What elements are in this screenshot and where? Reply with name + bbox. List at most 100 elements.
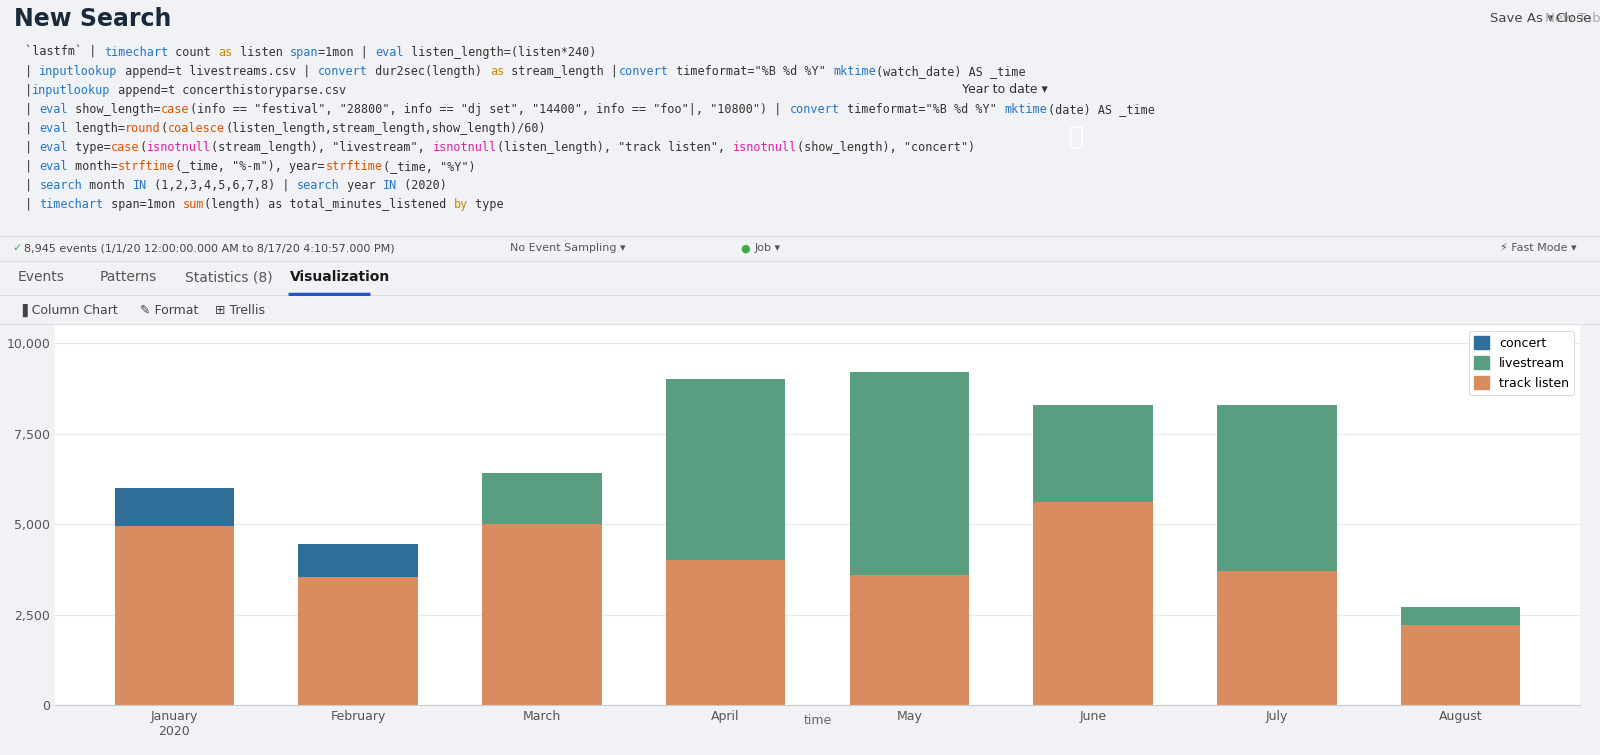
Text: |: | <box>18 122 40 135</box>
Text: (watch_date) AS _time: (watch_date) AS _time <box>877 65 1026 78</box>
Text: (listen_length), "track listen",: (listen_length), "track listen", <box>498 141 733 154</box>
Text: as: as <box>490 65 504 78</box>
Bar <box>482 524 602 705</box>
Text: mktime: mktime <box>1005 103 1048 116</box>
Bar <box>299 577 418 705</box>
Text: |: | <box>18 160 40 173</box>
Bar <box>299 544 418 577</box>
Text: (2020): (2020) <box>397 179 446 192</box>
Text: timeformat="%B %d %Y": timeformat="%B %d %Y" <box>840 103 1005 116</box>
Text: New Table: New Table <box>1546 13 1600 26</box>
Bar <box>115 488 234 525</box>
Text: count: count <box>168 46 218 59</box>
Text: type: type <box>469 198 504 211</box>
Text: eval: eval <box>40 141 67 154</box>
Text: as: as <box>218 46 232 59</box>
Text: Statistics (8): Statistics (8) <box>186 270 272 285</box>
Bar <box>115 525 234 705</box>
Text: (date) AS _time: (date) AS _time <box>1048 103 1155 116</box>
Bar <box>1034 502 1154 705</box>
Text: IN: IN <box>382 179 397 192</box>
Text: |: | <box>18 84 32 97</box>
Text: length=: length= <box>69 122 125 135</box>
Text: year: year <box>339 179 382 192</box>
Text: case: case <box>110 141 139 154</box>
Legend: concert, livestream, track listen: concert, livestream, track listen <box>1469 331 1574 395</box>
Text: listen_length=(listen*240): listen_length=(listen*240) <box>405 46 597 59</box>
Text: eval: eval <box>40 122 67 135</box>
Text: strftime: strftime <box>325 160 382 173</box>
Text: eval: eval <box>40 103 67 116</box>
Text: append=t concerthistoryparse.csv: append=t concerthistoryparse.csv <box>110 84 346 97</box>
Bar <box>1218 571 1336 705</box>
Text: |: | <box>18 65 40 78</box>
Text: New Search: New Search <box>14 7 171 31</box>
Text: =1mon |: =1mon | <box>318 46 376 59</box>
Text: |: | <box>18 179 40 192</box>
Text: ⚡ Fast Mode ▾: ⚡ Fast Mode ▾ <box>1501 244 1576 254</box>
Text: eval: eval <box>40 160 67 173</box>
Text: Events: Events <box>18 270 66 285</box>
Bar <box>850 575 970 705</box>
Text: |: | <box>18 141 40 154</box>
Text: month=: month= <box>69 160 118 173</box>
Text: type=: type= <box>69 141 110 154</box>
Text: isnotnull: isnotnull <box>147 141 211 154</box>
Text: Save As ▾: Save As ▾ <box>1490 13 1554 26</box>
Text: (stream_length), "livestream",: (stream_length), "livestream", <box>211 141 432 154</box>
Text: convert: convert <box>790 103 840 116</box>
Text: search: search <box>40 179 82 192</box>
Text: by: by <box>454 198 469 211</box>
Text: (listen_length,stream_length,show_length)/60): (listen_length,stream_length,show_length… <box>226 122 546 135</box>
Text: append=t livestreams.csv |: append=t livestreams.csv | <box>118 65 317 78</box>
Text: ▐ Column Chart: ▐ Column Chart <box>18 304 118 317</box>
Text: Visualization: Visualization <box>290 270 390 285</box>
Text: strftime: strftime <box>118 160 174 173</box>
Text: ✎ Format: ✎ Format <box>141 304 198 317</box>
Text: span: span <box>290 46 318 59</box>
Text: ⊞ Trellis: ⊞ Trellis <box>214 304 266 317</box>
Text: isnotnull: isnotnull <box>432 141 498 154</box>
Text: isnotnull: isnotnull <box>733 141 797 154</box>
Text: search: search <box>298 179 339 192</box>
Bar <box>482 473 602 524</box>
Text: eval: eval <box>376 46 403 59</box>
Bar <box>1402 607 1520 625</box>
Text: timechart: timechart <box>104 46 168 59</box>
Text: show_length=: show_length= <box>69 103 160 116</box>
Text: Close: Close <box>1555 13 1592 26</box>
Text: inputlookup: inputlookup <box>40 65 118 78</box>
Text: dur2sec(length): dur2sec(length) <box>368 65 490 78</box>
Text: ✓: ✓ <box>13 244 21 254</box>
Text: convert: convert <box>619 65 669 78</box>
Text: (_time, "%Y"): (_time, "%Y") <box>382 160 475 173</box>
Text: Job ▾: Job ▾ <box>755 244 781 254</box>
Text: |: | <box>18 198 40 211</box>
Text: (1,2,3,4,5,6,7,8) |: (1,2,3,4,5,6,7,8) | <box>147 179 296 192</box>
Text: `lastfm` |: `lastfm` | <box>18 46 104 59</box>
Text: coalesce: coalesce <box>168 122 226 135</box>
Bar <box>1034 405 1154 502</box>
Bar <box>850 372 970 575</box>
Text: (: ( <box>162 122 168 135</box>
Bar <box>1402 625 1520 705</box>
Text: case: case <box>162 103 189 116</box>
Text: (info == "festival", "28800", info == "dj set", "14400", info == "foo"|, "10800": (info == "festival", "28800", info == "d… <box>189 103 789 116</box>
Text: month: month <box>82 179 133 192</box>
Text: (_time, "%-m"), year=: (_time, "%-m"), year= <box>176 160 325 173</box>
Text: ●: ● <box>739 244 750 254</box>
Text: stream_length |: stream_length | <box>504 65 618 78</box>
Text: span=1mon: span=1mon <box>104 198 182 211</box>
Text: timechart: timechart <box>40 198 104 211</box>
Text: listen: listen <box>232 46 290 59</box>
Text: (show_length), "concert"): (show_length), "concert") <box>797 141 976 154</box>
Text: (length) as total_minutes_listened: (length) as total_minutes_listened <box>203 198 453 211</box>
Text: mktime: mktime <box>834 65 875 78</box>
Text: Year to date ▾: Year to date ▾ <box>962 83 1048 96</box>
Text: (: ( <box>139 141 147 154</box>
Text: 8,945 events (1/1/20 12:00:00.000 AM to 8/17/20 4:10:57.000 PM): 8,945 events (1/1/20 12:00:00.000 AM to … <box>24 244 395 254</box>
Text: IN: IN <box>133 179 147 192</box>
Bar <box>1218 405 1336 571</box>
Text: |: | <box>18 103 40 116</box>
Text: Patterns: Patterns <box>99 270 157 285</box>
